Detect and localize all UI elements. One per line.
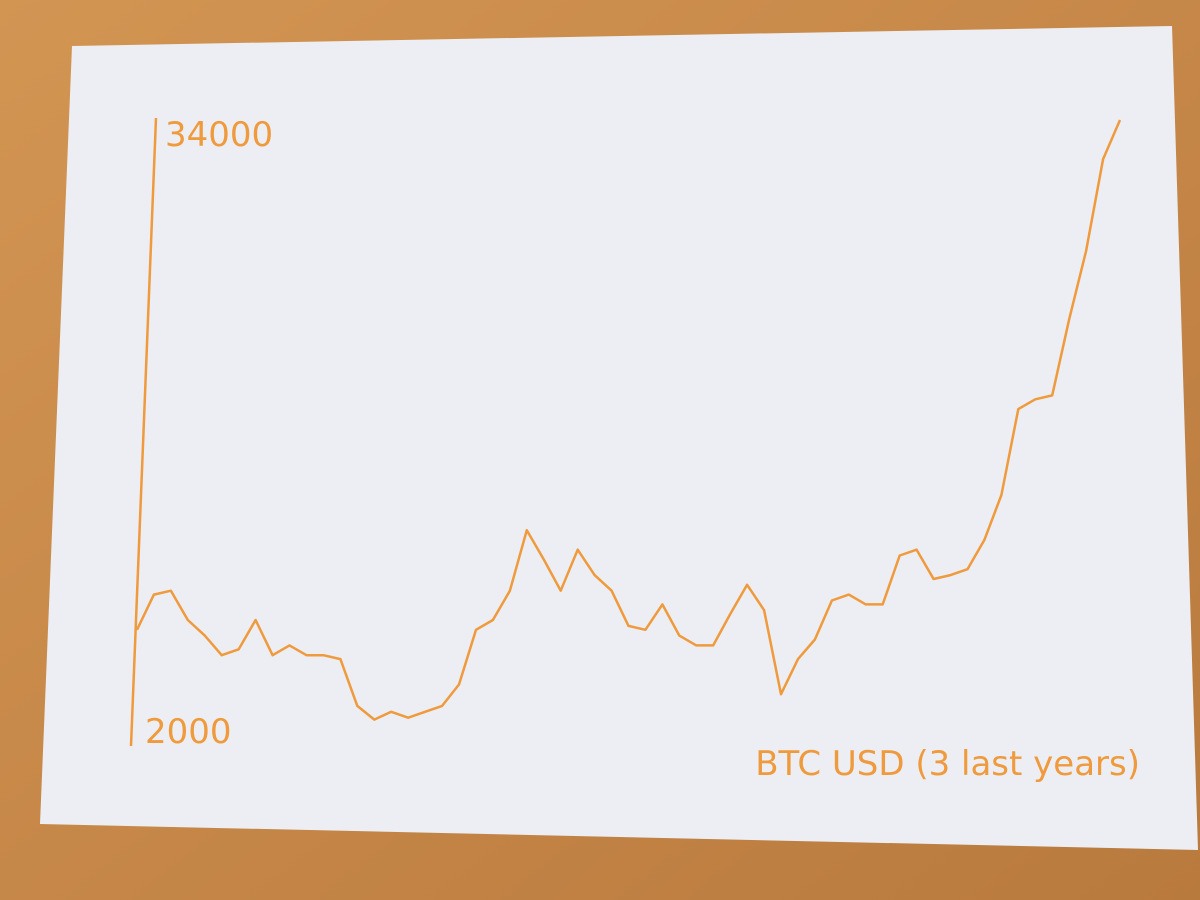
y-tick-label: 34000 [165,115,273,155]
y-axis [129,117,158,747]
price-line [135,119,1122,721]
y-tick-label: 2000 [145,712,232,752]
paper [40,26,1198,850]
chart-title: BTC USD (3 last years) [755,744,1140,784]
